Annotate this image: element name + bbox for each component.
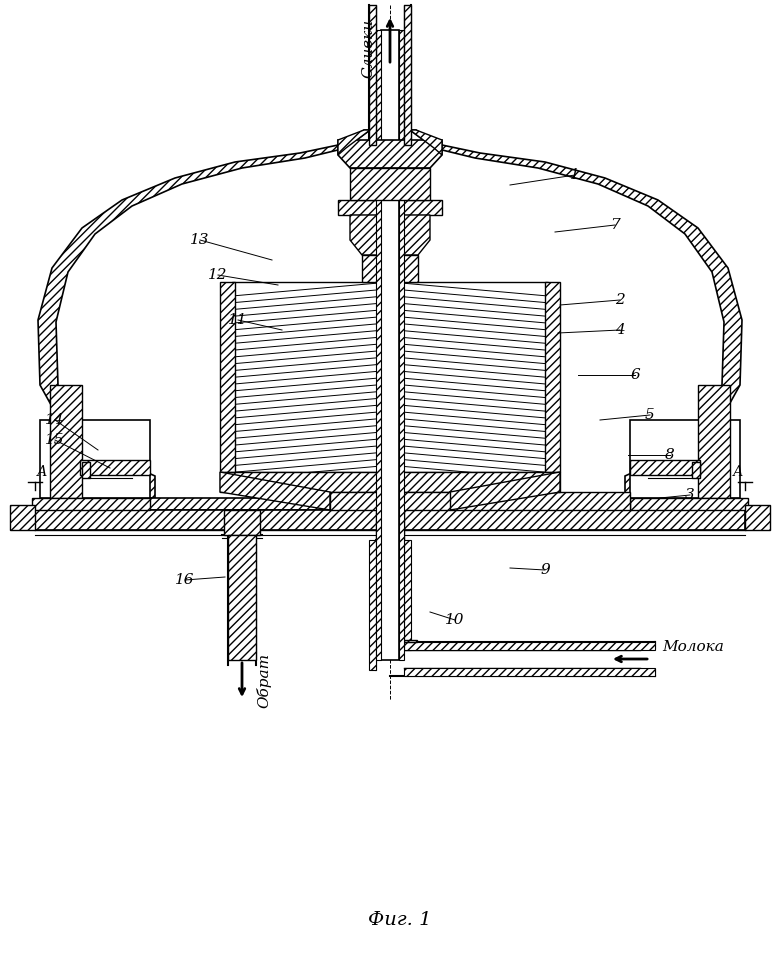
Polygon shape [630, 460, 700, 475]
Polygon shape [220, 472, 330, 510]
Polygon shape [220, 282, 235, 472]
Text: 11: 11 [229, 313, 248, 327]
Polygon shape [450, 492, 630, 510]
Polygon shape [224, 510, 260, 535]
Polygon shape [228, 535, 256, 660]
Polygon shape [698, 385, 730, 498]
Text: 5: 5 [645, 408, 655, 422]
Text: Фиг. 1: Фиг. 1 [368, 911, 432, 929]
Polygon shape [404, 642, 655, 650]
Polygon shape [350, 215, 430, 255]
Polygon shape [404, 5, 411, 145]
Polygon shape [40, 420, 150, 498]
Polygon shape [362, 255, 418, 282]
Polygon shape [404, 640, 417, 642]
Polygon shape [410, 130, 442, 155]
Polygon shape [399, 30, 404, 660]
Polygon shape [376, 30, 381, 660]
Text: 1: 1 [570, 168, 580, 182]
Text: 8: 8 [665, 448, 675, 462]
Polygon shape [35, 510, 745, 530]
Text: Сливки: Сливки [361, 18, 375, 78]
Polygon shape [10, 505, 35, 530]
Polygon shape [338, 140, 442, 168]
Text: 6: 6 [630, 368, 640, 382]
Polygon shape [220, 472, 560, 492]
Text: 14: 14 [45, 413, 65, 427]
Polygon shape [630, 420, 740, 498]
Polygon shape [338, 130, 370, 155]
Polygon shape [450, 472, 560, 510]
Polygon shape [350, 168, 430, 200]
Polygon shape [381, 30, 399, 660]
Polygon shape [545, 282, 560, 472]
Polygon shape [630, 498, 748, 510]
Polygon shape [330, 492, 450, 510]
Polygon shape [32, 498, 150, 510]
Text: 12: 12 [208, 268, 228, 282]
Text: 15: 15 [45, 433, 65, 447]
Text: 7: 7 [610, 218, 620, 232]
Text: 3: 3 [685, 488, 695, 502]
Text: 10: 10 [445, 613, 465, 627]
Text: А: А [37, 465, 48, 479]
Text: Обрат: Обрат [256, 652, 271, 708]
Polygon shape [232, 282, 548, 472]
Text: А: А [732, 465, 743, 479]
Polygon shape [404, 540, 411, 650]
Polygon shape [80, 460, 150, 475]
Polygon shape [50, 385, 82, 498]
Text: 16: 16 [176, 573, 195, 587]
Polygon shape [369, 540, 376, 670]
Polygon shape [404, 668, 655, 676]
Text: 13: 13 [190, 233, 210, 247]
Polygon shape [692, 462, 700, 478]
Text: 9: 9 [540, 563, 550, 577]
Polygon shape [745, 505, 770, 530]
Polygon shape [82, 462, 90, 478]
Text: 4: 4 [615, 323, 625, 337]
Polygon shape [369, 5, 376, 145]
Polygon shape [80, 498, 700, 510]
Polygon shape [338, 200, 442, 215]
Text: Молока: Молока [662, 640, 724, 654]
Polygon shape [38, 130, 742, 498]
Text: 2: 2 [615, 293, 625, 307]
Polygon shape [376, 510, 404, 540]
